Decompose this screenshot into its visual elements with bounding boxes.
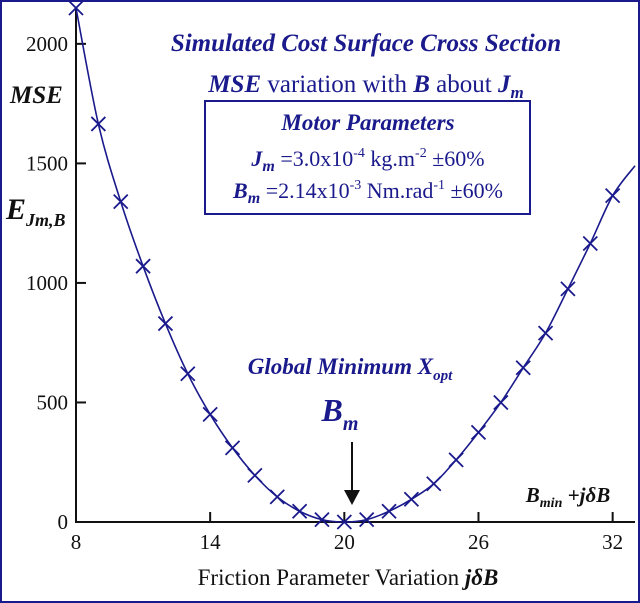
data-point: [381, 503, 397, 519]
data-point: [470, 424, 487, 440]
data-point: [359, 511, 375, 528]
series-line: [75, 7, 636, 523]
x-axis-label: Friction Parameter Variation jδB: [198, 565, 499, 590]
data-point: [157, 315, 174, 332]
y-tick-label: 500: [37, 390, 69, 414]
data-point: [493, 394, 509, 411]
data-point: [269, 489, 285, 505]
data-point: [224, 440, 241, 456]
data-point: [180, 366, 196, 382]
x-tick-label: 8: [71, 530, 82, 554]
y-axis-label-mse: MSE: [9, 82, 63, 109]
data-point: [605, 188, 621, 204]
y-tick-label: 1500: [26, 151, 68, 175]
params-bm-line: Bm =2.14x10-3 Nm.rad-1 ±60%: [232, 178, 503, 207]
chart-subtitle: MSE variation with B about Jm: [207, 71, 523, 102]
y-tick-label: 2000: [26, 32, 68, 56]
data-point: [537, 325, 554, 341]
global-minimum-annotation: Global Minimum Xopt Bm: [248, 354, 453, 505]
data-point: [515, 360, 531, 376]
y-axis-label: EJm,B: [5, 193, 66, 230]
params-heading: Motor Parameters: [280, 110, 454, 135]
x-tick-label: 32: [602, 530, 623, 554]
data-point: [403, 491, 420, 507]
y-tick-label: 0: [58, 510, 69, 534]
data-point: [560, 281, 576, 297]
data-point: [582, 235, 598, 252]
data-point: [336, 514, 352, 530]
x-tick-label: 14: [200, 530, 222, 554]
x-tick-label: 26: [468, 530, 489, 554]
data-point: [448, 452, 464, 468]
data-point: [314, 511, 330, 528]
chart-title: Simulated Cost Surface Cross Section: [171, 30, 561, 57]
motor-parameters-box: Motor Parameters Jm =3.0x10-4 kg.m-2 ±60…: [204, 100, 531, 215]
data-point: [291, 503, 308, 519]
data-point: [68, 0, 84, 16]
data-point: [90, 116, 106, 132]
data-point: [202, 406, 218, 423]
data-point: [135, 258, 151, 274]
annotation-arrow-head: [344, 490, 360, 505]
global-minimum-label: Bm: [321, 392, 359, 435]
params-jm-line: Jm =3.0x10-4 kg.m-2 ±60%: [250, 146, 484, 175]
y-tick-label: 1000: [26, 271, 68, 295]
axis-end-label: Bmin +jδB: [525, 483, 610, 511]
data-point: [426, 476, 442, 492]
data-point: [113, 194, 129, 210]
data-point: [247, 467, 263, 484]
x-tick-label: 20: [334, 530, 355, 554]
global-minimum-title: Global Minimum Xopt: [248, 354, 453, 384]
